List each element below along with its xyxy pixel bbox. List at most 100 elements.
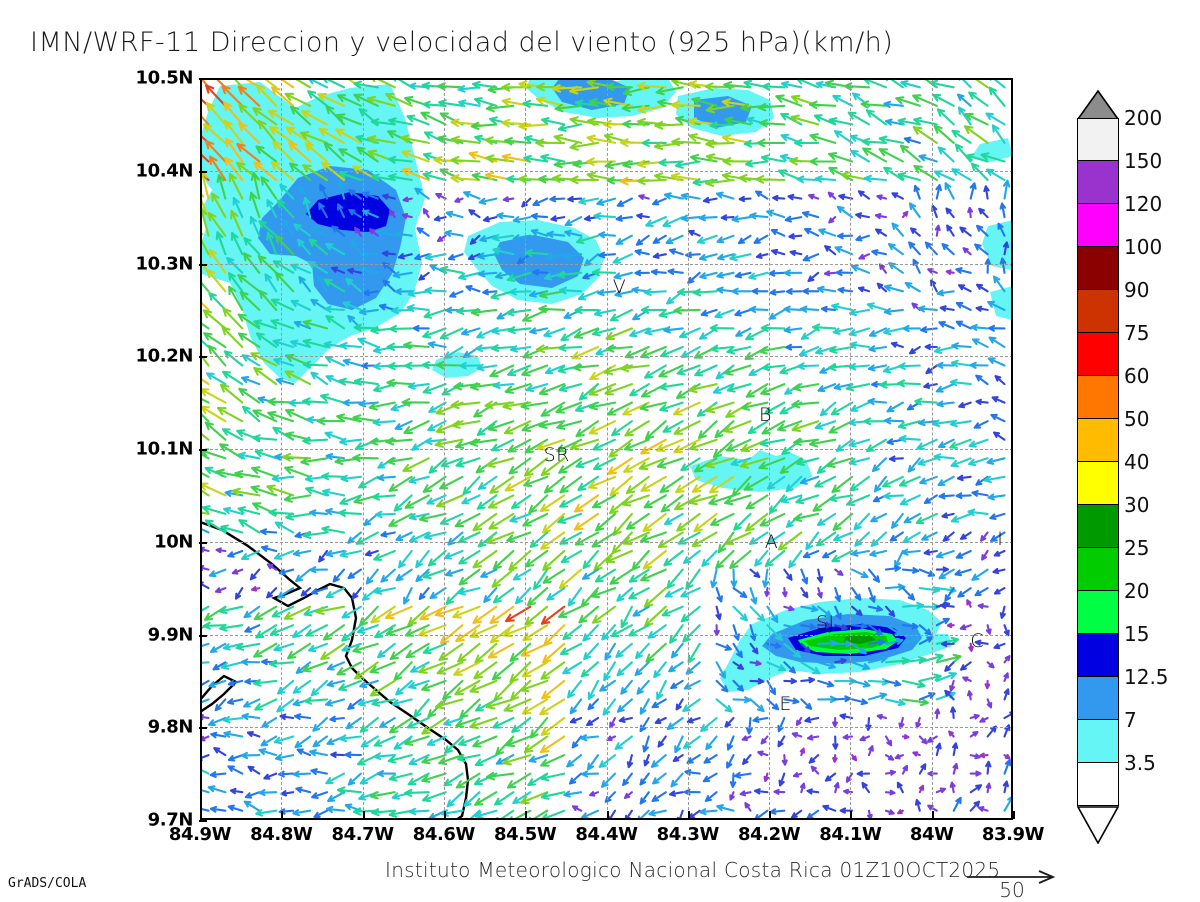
wind-arrow bbox=[626, 811, 632, 820]
colorbar-segment-3.5[interactable] bbox=[1077, 763, 1119, 806]
colorbar-segment-50[interactable] bbox=[1077, 419, 1119, 462]
wind-arrow bbox=[794, 384, 819, 390]
wind-arrow bbox=[303, 398, 327, 404]
wind-arrow bbox=[870, 551, 886, 556]
wind-arrow bbox=[382, 532, 395, 536]
wind-arrow bbox=[611, 570, 632, 584]
wind-arrow bbox=[275, 644, 294, 651]
wind-arrow bbox=[551, 216, 564, 220]
colorbar-segment-100[interactable] bbox=[1077, 247, 1119, 290]
wind-arrow bbox=[818, 588, 822, 597]
grads-credit: GrADS/COLA bbox=[8, 876, 86, 891]
wind-arrow bbox=[990, 338, 1005, 347]
colorbar-segment-200[interactable] bbox=[1077, 118, 1119, 161]
y-tick bbox=[199, 449, 207, 451]
wind-arrow bbox=[715, 625, 719, 635]
wind-arrow bbox=[833, 477, 853, 492]
wind-arrow bbox=[261, 529, 276, 534]
wind-arrow bbox=[771, 290, 785, 295]
wind-arrow bbox=[892, 343, 903, 347]
wind-arrow bbox=[979, 209, 987, 217]
colorbar-segment-7[interactable] bbox=[1077, 720, 1119, 763]
wind-arrow bbox=[718, 236, 734, 243]
map-label-a: A bbox=[765, 531, 779, 553]
wind-arrow bbox=[478, 365, 497, 370]
wind-arrow bbox=[917, 514, 937, 523]
wind-arrow bbox=[856, 213, 869, 217]
wind-arrow bbox=[732, 289, 750, 294]
wind-arrow bbox=[850, 328, 869, 335]
wind-arrow bbox=[458, 755, 479, 761]
x-tick bbox=[850, 811, 852, 819]
wind-arrow bbox=[971, 754, 980, 758]
wind-arrow bbox=[995, 588, 1005, 593]
x-tick bbox=[1013, 811, 1015, 819]
wind-arrow bbox=[949, 732, 954, 737]
wind-arrow bbox=[531, 533, 547, 547]
wind-arrow bbox=[425, 533, 446, 539]
colorbar-segment-75[interactable] bbox=[1077, 333, 1119, 376]
wind-arrow bbox=[728, 737, 734, 750]
wind-arrow bbox=[801, 749, 804, 755]
wind-arrow bbox=[987, 784, 991, 793]
colorbar-segment-25[interactable] bbox=[1077, 548, 1119, 591]
wind-arrow bbox=[665, 193, 683, 198]
wind-arrow bbox=[455, 198, 462, 201]
wind-arrow bbox=[629, 588, 648, 598]
wind-arrow bbox=[943, 244, 954, 254]
wind-arrow bbox=[276, 523, 293, 533]
wind-arrow bbox=[833, 718, 837, 726]
y-axis-label: 10.1N bbox=[136, 439, 193, 460]
wind-arrow bbox=[789, 195, 802, 199]
map-label-e: E bbox=[779, 693, 792, 715]
wind-arrow bbox=[733, 216, 751, 221]
colorbar-segment-150[interactable] bbox=[1077, 161, 1119, 204]
wind-arrow bbox=[397, 533, 412, 540]
wind-arrow bbox=[830, 495, 852, 501]
wind-arrow bbox=[512, 495, 530, 508]
colorbar-segment-60[interactable] bbox=[1077, 376, 1119, 419]
wind-arrow bbox=[901, 146, 920, 162]
colorbar-tick-label: 120 bbox=[1124, 192, 1162, 216]
wind-arrow bbox=[220, 607, 242, 613]
wind-arrow bbox=[508, 774, 530, 788]
wind-arrow bbox=[530, 328, 547, 333]
wind-arrow bbox=[312, 792, 327, 798]
colorbar-segment-20[interactable] bbox=[1077, 591, 1119, 634]
wind-arrow bbox=[653, 199, 666, 205]
wind-arrow bbox=[405, 790, 429, 796]
colorbar[interactable] bbox=[1077, 118, 1119, 806]
wind-arrow bbox=[487, 773, 513, 780]
wind-arrow bbox=[785, 327, 802, 332]
wind-arrow bbox=[994, 433, 1004, 440]
wind-arrow bbox=[920, 737, 927, 744]
wind-arrow bbox=[903, 588, 914, 599]
wind-arrow bbox=[939, 477, 954, 485]
wind-arrow bbox=[229, 767, 243, 774]
wind-arrow bbox=[909, 243, 920, 255]
wind-arrow bbox=[876, 230, 886, 236]
wind-arrow bbox=[252, 587, 259, 591]
colorbar-segment-12.5[interactable] bbox=[1077, 677, 1119, 720]
wind-arrow bbox=[747, 495, 768, 508]
wind-arrow bbox=[376, 512, 395, 517]
wind-arrow bbox=[680, 328, 700, 337]
colorbar-under-arrow bbox=[1077, 806, 1119, 844]
wind-arrow bbox=[954, 764, 958, 774]
colorbar-segment-30[interactable] bbox=[1077, 505, 1119, 548]
wind-arrow bbox=[943, 514, 954, 518]
wind-arrow bbox=[957, 322, 971, 329]
wind-arrow bbox=[574, 364, 598, 370]
colorbar-segment-40[interactable] bbox=[1077, 462, 1119, 505]
wind-arrow bbox=[200, 566, 209, 570]
map-label-sr: SR bbox=[544, 444, 570, 466]
wind-arrow bbox=[946, 183, 954, 198]
colorbar-segment-90[interactable] bbox=[1077, 290, 1119, 333]
wind-arrow bbox=[542, 774, 565, 781]
wind-arrow bbox=[867, 110, 886, 124]
colorbar-segment-120[interactable] bbox=[1077, 204, 1119, 247]
wind-arrow bbox=[743, 755, 750, 764]
colorbar-segment-15[interactable] bbox=[1077, 634, 1119, 677]
wind-arrow bbox=[507, 737, 530, 747]
